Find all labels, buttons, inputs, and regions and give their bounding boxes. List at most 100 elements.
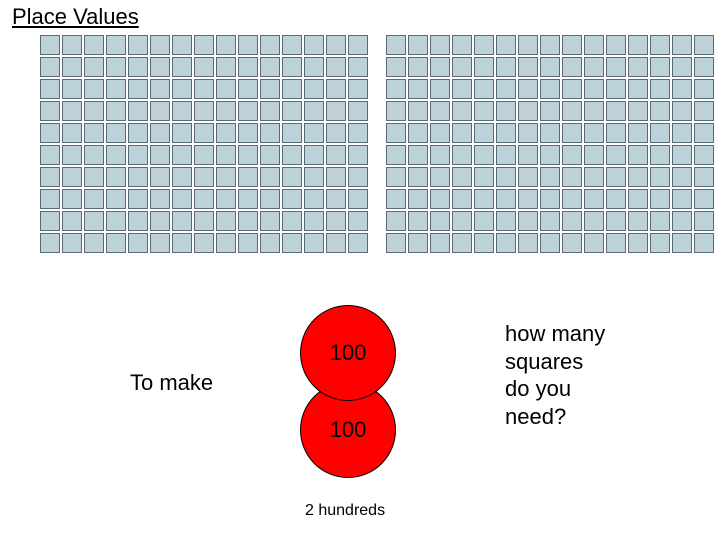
grid-square [282, 35, 302, 55]
grid-square [216, 211, 236, 231]
grid-square [518, 35, 538, 55]
grid-square [650, 145, 670, 165]
grid-square [84, 57, 104, 77]
grid-square [260, 145, 280, 165]
grid-square [348, 233, 368, 253]
grid-square [694, 211, 714, 231]
grid-square [150, 167, 170, 187]
grid-square [172, 57, 192, 77]
grid-square [562, 211, 582, 231]
grid-square [430, 167, 450, 187]
grid-square [62, 167, 82, 187]
grid-square [194, 79, 214, 99]
grid-square [408, 189, 428, 209]
grid-square [62, 35, 82, 55]
grid-square [348, 167, 368, 187]
grid-square [606, 79, 626, 99]
grid-square [496, 233, 516, 253]
grid-square [474, 123, 494, 143]
grid-square [650, 167, 670, 187]
grid-square [606, 57, 626, 77]
grid-square [452, 233, 472, 253]
grid-square [452, 145, 472, 165]
grid-square [672, 189, 692, 209]
grid-square [62, 233, 82, 253]
grid-square [238, 189, 258, 209]
page-title: Place Values [12, 4, 139, 30]
grid-square [474, 35, 494, 55]
grid-square [84, 167, 104, 187]
grid-square [452, 123, 472, 143]
grid-square [62, 189, 82, 209]
grid-square [304, 167, 324, 187]
grid-square [106, 189, 126, 209]
grid-square [672, 123, 692, 143]
grid-square [216, 35, 236, 55]
grid-square [326, 145, 346, 165]
grid-square [694, 233, 714, 253]
grid-square [304, 101, 324, 121]
grid-square [238, 35, 258, 55]
grid-square [430, 79, 450, 99]
grid-square [304, 35, 324, 55]
grid-square [84, 123, 104, 143]
grid-square [40, 101, 60, 121]
grid-square [260, 79, 280, 99]
grid-square [386, 79, 406, 99]
grid-square [474, 189, 494, 209]
grid-square [216, 167, 236, 187]
grid-square [348, 79, 368, 99]
grid-square [386, 145, 406, 165]
grid-square [282, 57, 302, 77]
grid-square [62, 123, 82, 143]
grid-square [304, 79, 324, 99]
grid-square [408, 233, 428, 253]
grid-square [106, 145, 126, 165]
grid-square [452, 57, 472, 77]
grid-square [584, 35, 604, 55]
grid-square [106, 57, 126, 77]
grid-square [348, 101, 368, 121]
grid-square [194, 189, 214, 209]
grid-square [326, 167, 346, 187]
grid-square [150, 101, 170, 121]
grid-square [672, 101, 692, 121]
grid-square [496, 145, 516, 165]
grid-square [40, 189, 60, 209]
grid-square [694, 167, 714, 187]
grid-square [474, 167, 494, 187]
grid-square [672, 145, 692, 165]
grid-square [408, 167, 428, 187]
grid-square [128, 189, 148, 209]
grid-square [628, 189, 648, 209]
grid-square [84, 101, 104, 121]
grid-square [282, 167, 302, 187]
grid-square [408, 79, 428, 99]
grid-square [282, 79, 302, 99]
grid-square [672, 233, 692, 253]
grid-square [326, 211, 346, 231]
grid-square [304, 145, 324, 165]
grid-square [694, 145, 714, 165]
grid-square [172, 233, 192, 253]
grid-square [216, 189, 236, 209]
grid-square [106, 123, 126, 143]
grid-square [408, 145, 428, 165]
grid-square [672, 211, 692, 231]
grid-square [238, 79, 258, 99]
grid-square [584, 167, 604, 187]
grid-square [172, 211, 192, 231]
grid-square [518, 57, 538, 77]
grid-square [518, 211, 538, 231]
grid-square [386, 35, 406, 55]
grid-square [650, 79, 670, 99]
grid-square [628, 145, 648, 165]
grid-square [386, 101, 406, 121]
grid-square [496, 211, 516, 231]
grid-square [128, 35, 148, 55]
grid-square [452, 35, 472, 55]
question-line: need? [505, 403, 605, 431]
grid-square [172, 101, 192, 121]
grid-square [84, 79, 104, 99]
grid-square [386, 123, 406, 143]
